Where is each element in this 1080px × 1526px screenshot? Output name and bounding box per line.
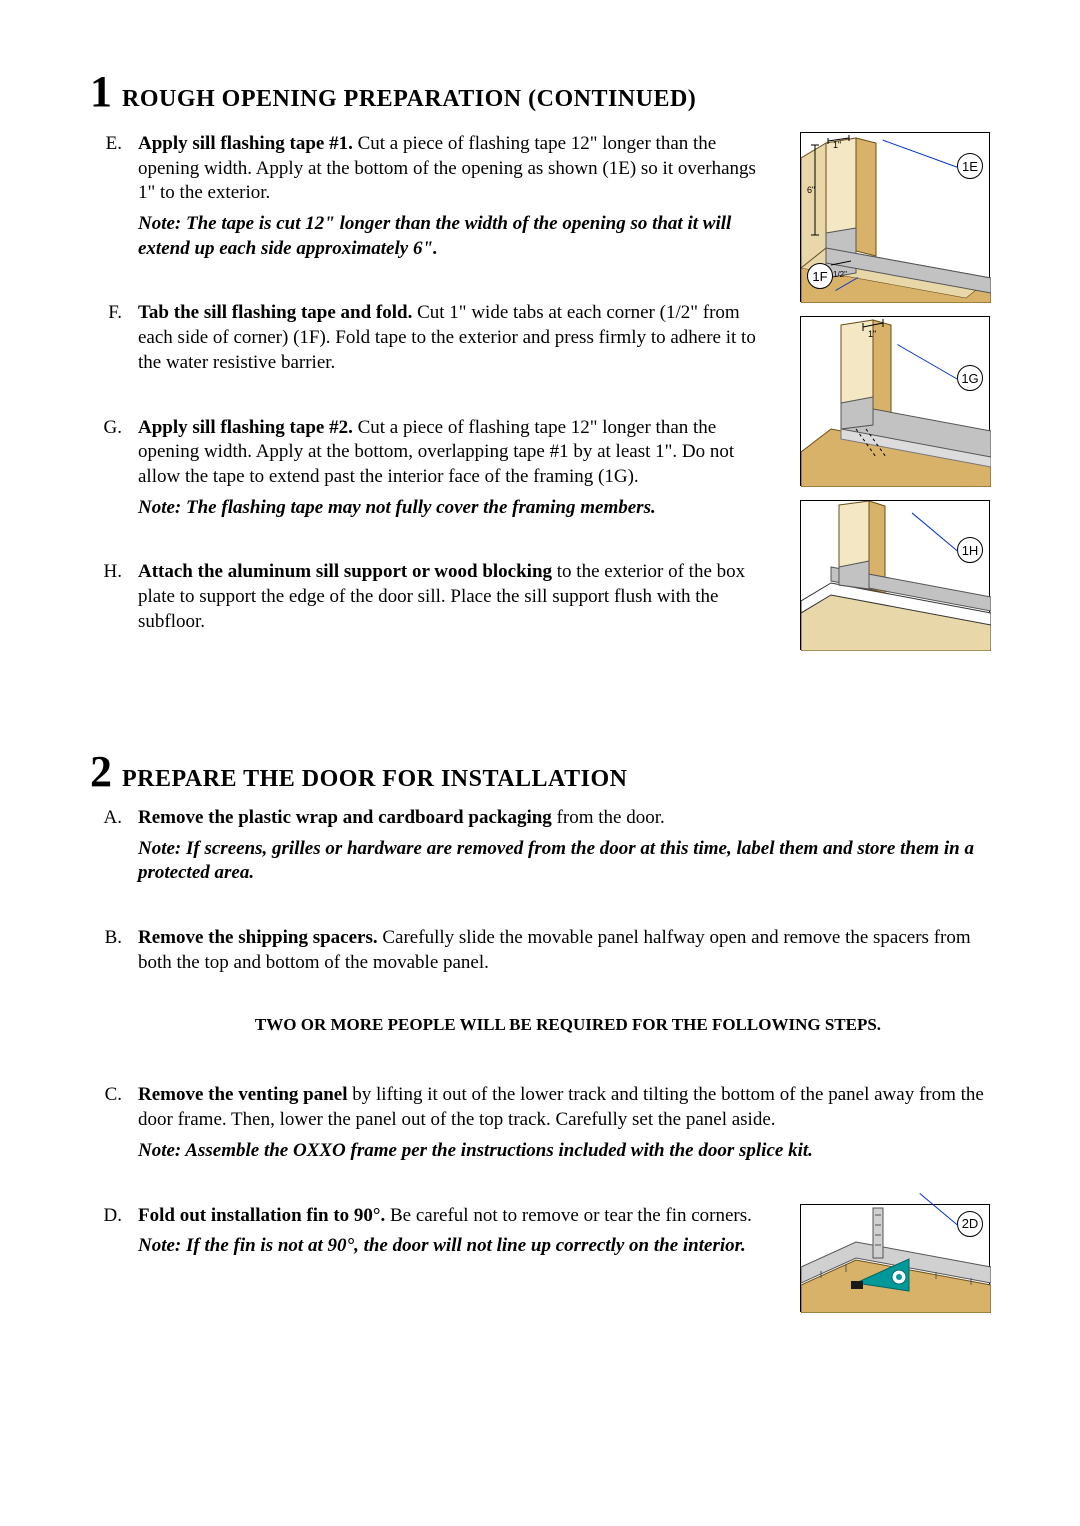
section-1-number: 1	[90, 70, 112, 114]
step-letter: B.	[90, 926, 126, 975]
step-letter: G.	[90, 416, 126, 521]
step-lead: Remove the venting panel	[138, 1084, 348, 1105]
section-1-title: ROUGH OPENING PREPARATION (CONTINUED)	[122, 86, 696, 113]
step-note: Note: If screens, grilles or hardware ar…	[138, 837, 990, 886]
step-1h: H. Attach the aluminum sill support or w…	[90, 560, 776, 634]
callout-1g: 1G	[957, 365, 983, 391]
step-letter: D.	[90, 1204, 126, 1259]
callout-2d: 2D	[957, 1211, 983, 1237]
step-text: from the door.	[552, 807, 665, 828]
section-2-d-row: D. Fold out installation fin to 90°. Be …	[90, 1204, 990, 1312]
dim-label: 6"	[807, 185, 815, 195]
step-lead: Attach the aluminum sill support or wood…	[138, 561, 552, 582]
step-1e: E. Apply sill flashing tape #1. Cut a pi…	[90, 132, 776, 261]
section-2-number: 2	[90, 750, 112, 794]
step-2a: A. Remove the plastic wrap and cardboard…	[90, 806, 990, 886]
step-text: Be careful not to remove or tear the fin…	[385, 1205, 752, 1226]
figure-1h: 1H	[800, 500, 990, 650]
callout-1f: 1F	[807, 263, 833, 289]
step-2b: B. Remove the shipping spacers. Carefull…	[90, 926, 990, 975]
step-note: Note: The flashing tape may not fully co…	[138, 496, 776, 521]
figure-1g: 1" 1G	[800, 316, 990, 486]
section-1-text: E. Apply sill flashing tape #1. Cut a pi…	[90, 132, 776, 650]
step-letter: F.	[90, 301, 126, 375]
section-1-figures: 1" 6" 1/2" 1E 1F	[800, 132, 990, 650]
step-1f: F. Tab the sill flashing tape and fold. …	[90, 301, 776, 375]
warning-text: TWO OR MORE PEOPLE WILL BE REQUIRED FOR …	[146, 1015, 990, 1035]
step-letter: H.	[90, 560, 126, 634]
step-2c: C. Remove the venting panel by lifting i…	[90, 1083, 990, 1163]
callout-1e: 1E	[957, 153, 983, 179]
step-note: Note: The tape is cut 12" longer than th…	[138, 212, 776, 261]
step-lead: Tab the sill flashing tape and fold.	[138, 302, 412, 323]
dim-label: 1/2"	[833, 270, 847, 279]
step-lead: Apply sill flashing tape #1.	[138, 133, 353, 154]
section-2-heading: 2 PREPARE THE DOOR FOR INSTALLATION	[90, 750, 990, 794]
step-letter: A.	[90, 806, 126, 886]
figure-2d: 2D	[800, 1204, 990, 1312]
step-letter: C.	[90, 1083, 126, 1163]
section-1-columns: E. Apply sill flashing tape #1. Cut a pi…	[90, 132, 990, 650]
callout-1h: 1H	[957, 537, 983, 563]
step-note: Note: Assemble the OXXO frame per the in…	[138, 1139, 990, 1164]
step-2d: D. Fold out installation fin to 90°. Be …	[90, 1204, 776, 1259]
step-1g: G. Apply sill flashing tape #2. Cut a pi…	[90, 416, 776, 521]
step-note: Note: If the fin is not at 90°, the door…	[138, 1234, 776, 1259]
step-lead: Remove the plastic wrap and cardboard pa…	[138, 807, 552, 828]
step-lead: Apply sill flashing tape #2.	[138, 417, 353, 438]
section-1-heading: 1 ROUGH OPENING PREPARATION (CONTINUED)	[90, 70, 990, 114]
section-2-title: PREPARE THE DOOR FOR INSTALLATION	[122, 766, 627, 793]
dim-label: 1"	[868, 329, 876, 339]
dim-label: 1"	[833, 140, 841, 150]
step-lead: Fold out installation fin to 90°.	[138, 1205, 385, 1226]
step-letter: E.	[90, 132, 126, 261]
figure-1e-1f: 1" 6" 1/2" 1E 1F	[800, 132, 990, 302]
step-lead: Remove the shipping spacers.	[138, 927, 378, 948]
